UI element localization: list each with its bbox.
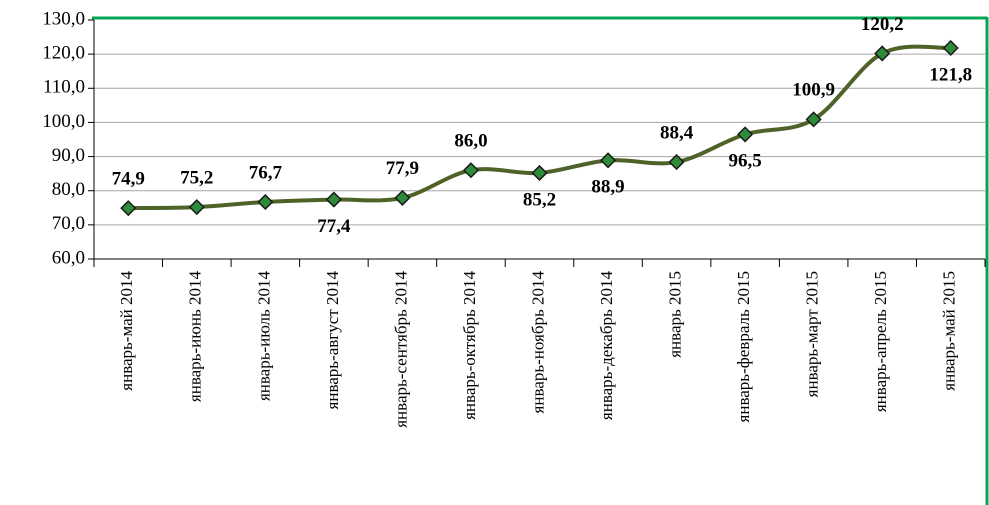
marker [874,45,891,62]
data-label: 86,0 [454,131,487,152]
x-tick-label: январь-июнь 2014 [186,271,205,403]
x-tick-label: январь-декабрь 2014 [597,271,616,421]
data-label: 75,2 [180,167,213,188]
y-tick-label: 100,0 [42,111,85,132]
x-tick-label: январь-ноябрь 2014 [528,271,547,414]
marker [257,193,274,211]
x-tick-label: январь-октябрь 2014 [460,271,479,420]
marker [805,111,822,128]
data-label: 96,5 [728,151,761,172]
marker [120,200,137,217]
marker [462,162,480,179]
x-tick-label: январь-май 2014 [117,271,136,391]
x-tick-label: январь-июль 2014 [254,271,273,402]
x-tick-label: январь-февраль 2015 [734,271,753,422]
data-label: 100,9 [792,80,835,101]
marker [325,191,342,208]
marker [942,39,959,57]
data-label: 77,4 [317,216,351,237]
marker [668,153,685,171]
x-tick-label: январь-сентябрь 2014 [391,271,410,428]
x-tick-label: январь-апрель 2015 [871,271,890,412]
marker [394,189,411,206]
y-tick-label: 60,0 [52,247,85,268]
data-label: 88,9 [591,177,624,198]
y-tick-label: 130,0 [42,8,85,29]
data-label: 121,8 [929,64,972,85]
marker [531,164,548,182]
marker [737,126,754,143]
y-tick-label: 120,0 [42,43,85,64]
y-tick-label: 80,0 [52,179,85,200]
x-tick-label: январь 2015 [665,271,684,358]
y-tick-label: 70,0 [52,213,85,234]
data-label: 120,2 [861,14,904,35]
data-label: 77,9 [386,158,419,179]
data-label: 74,9 [112,168,145,189]
x-tick-label: январь-май 2015 [940,271,959,391]
marker [188,199,205,216]
y-tick-label: 110,0 [43,77,85,98]
x-tick-label: январь-март 2015 [803,271,822,397]
x-tick-label: январь-август 2014 [323,271,342,410]
line [128,44,951,211]
y-tick-label: 90,0 [52,145,85,166]
data-label: 88,4 [660,122,694,143]
data-label: 76,7 [249,162,283,183]
data-label: 85,2 [523,189,556,210]
marker [599,152,617,169]
